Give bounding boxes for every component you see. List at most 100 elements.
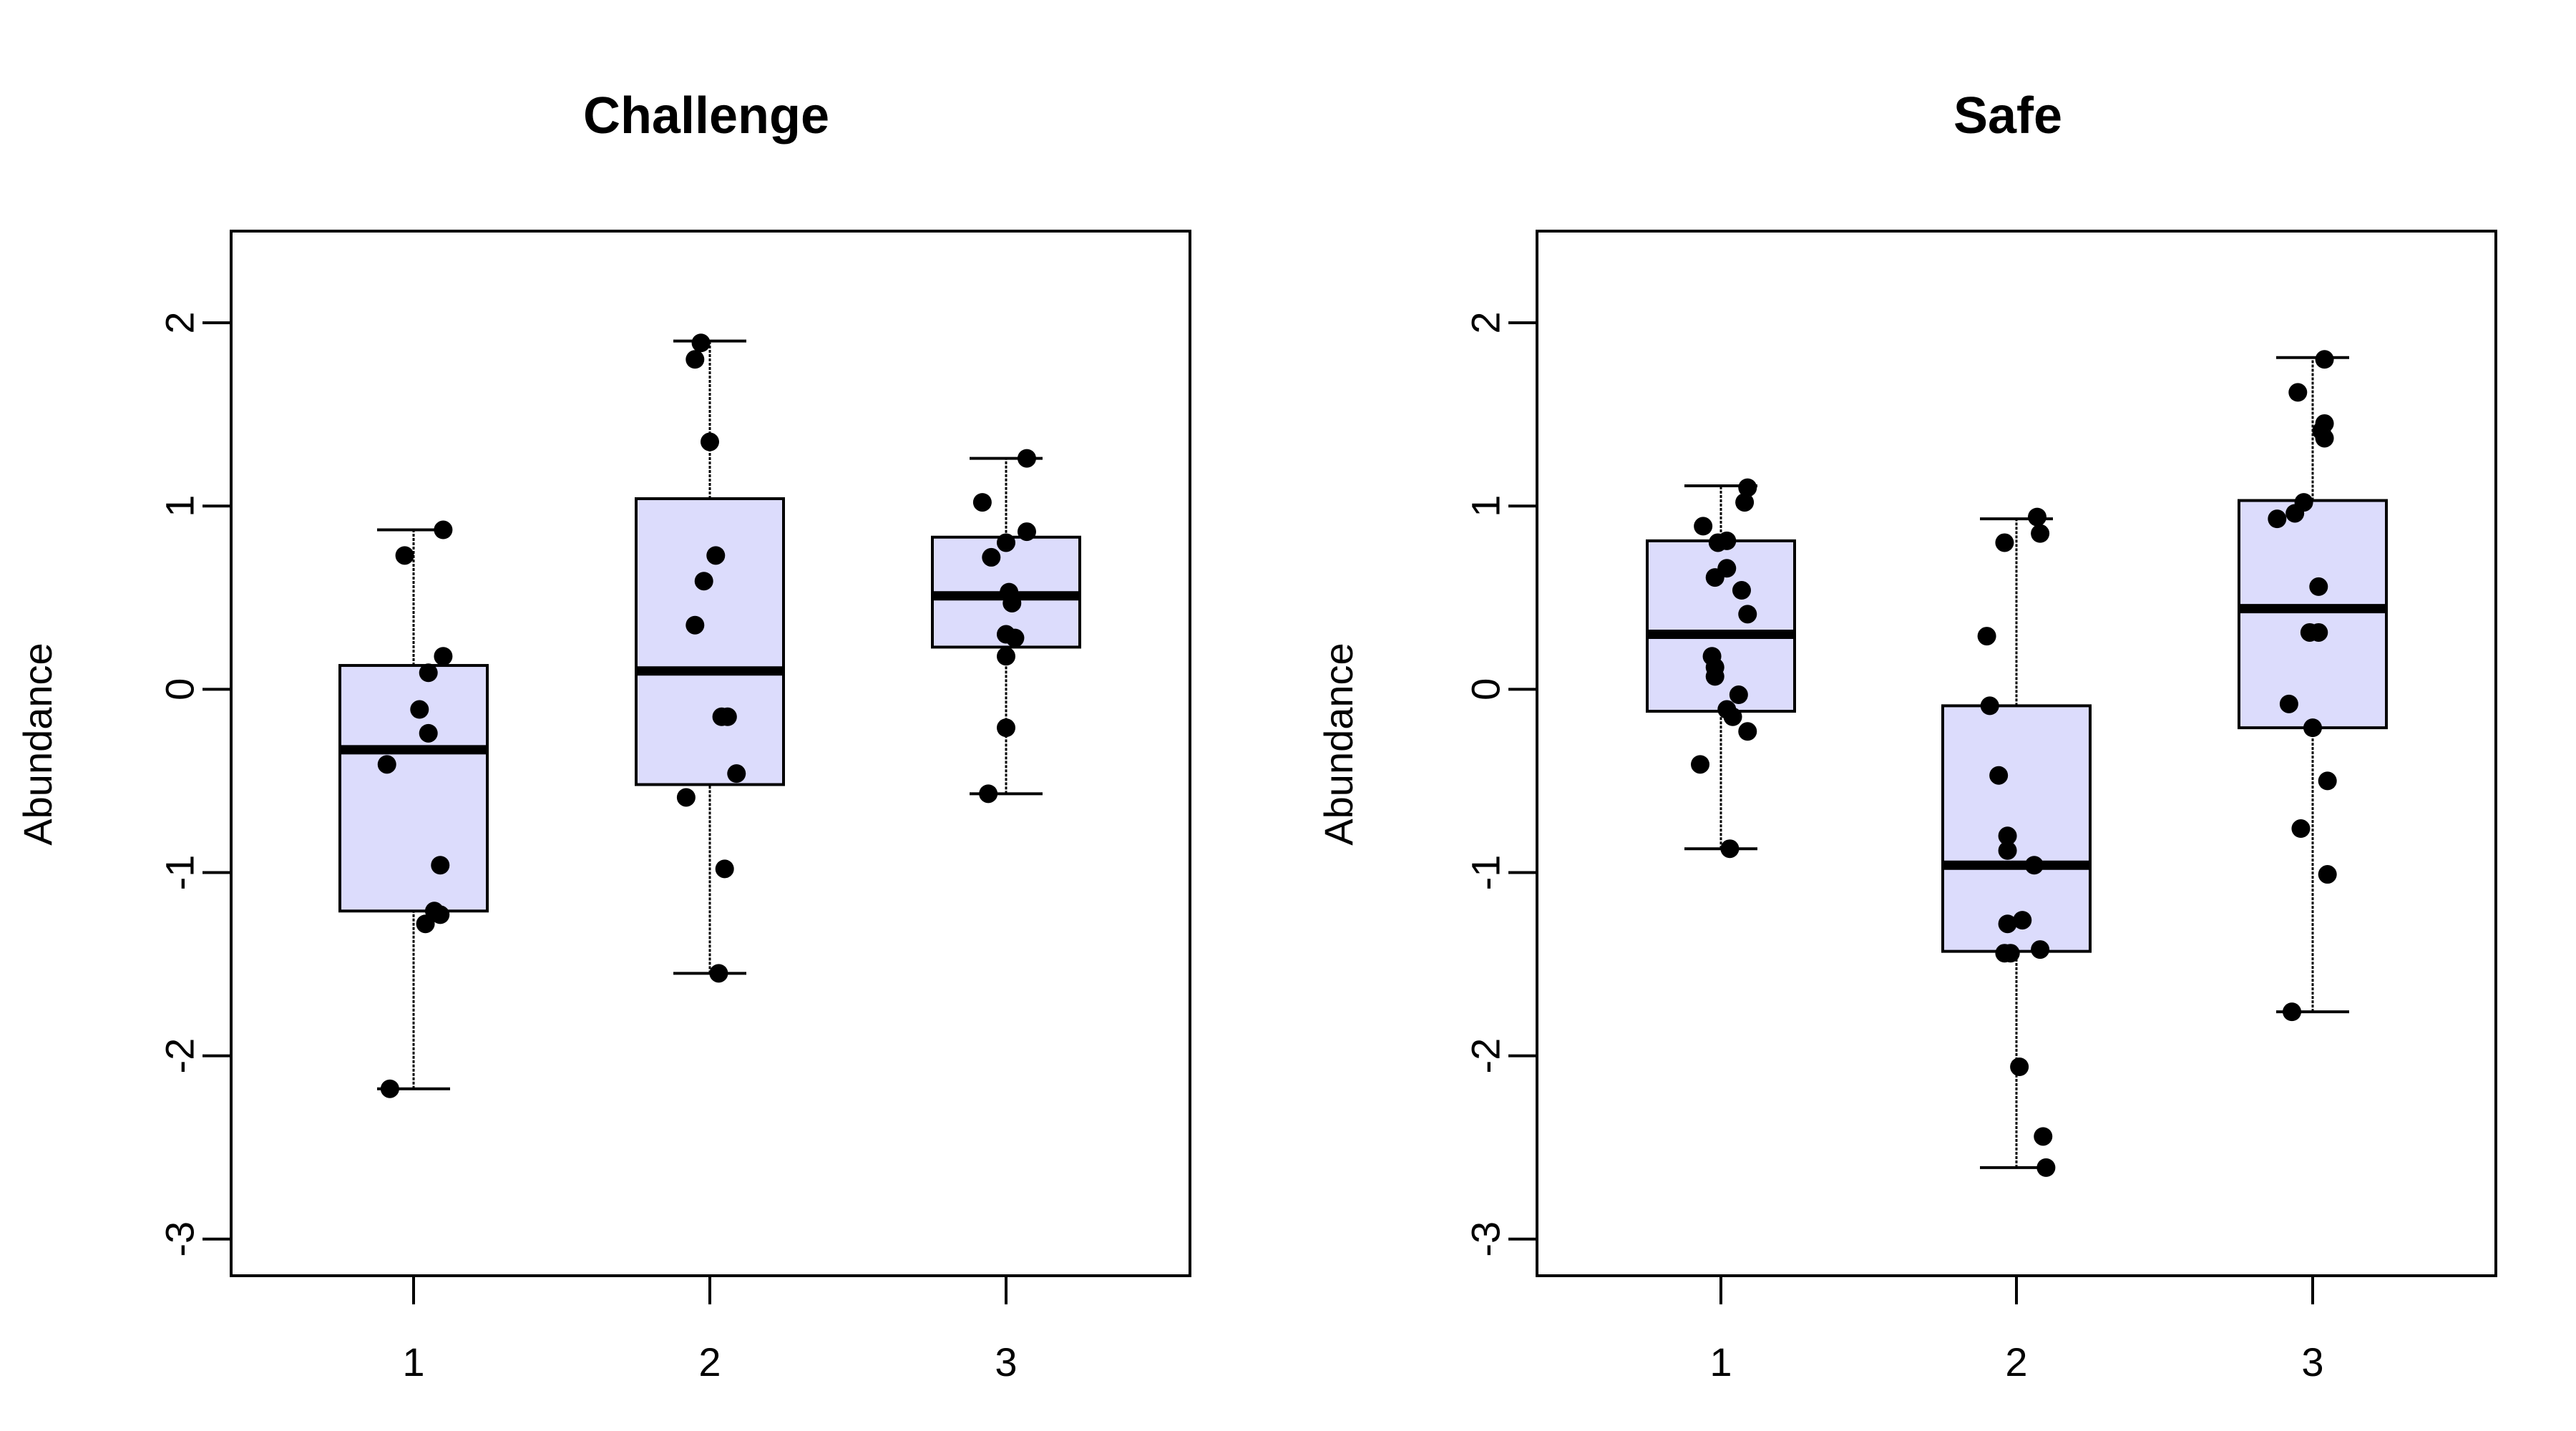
data-point (2309, 622, 2328, 642)
plot-marks: -3 -2 -1 0 1 2 1 2 3 (157, 230, 1191, 1384)
data-point (2034, 1127, 2053, 1146)
data-point (2027, 507, 2046, 527)
y-tick-label: 0 (157, 678, 203, 700)
data-point (1702, 647, 1722, 666)
data-point (2294, 493, 2313, 512)
box-body (1941, 704, 2092, 953)
data-point (718, 707, 737, 726)
data-point (686, 350, 705, 369)
data-point (686, 615, 705, 635)
data-point (1998, 841, 2017, 860)
data-point (2013, 911, 2032, 930)
data-point (2315, 414, 2334, 433)
data-point (1735, 493, 1755, 512)
data-point (706, 546, 726, 565)
data-point (1000, 582, 1019, 602)
data-point (1017, 522, 1036, 542)
data-point (1732, 581, 1751, 600)
data-point (1989, 766, 2009, 785)
data-point (2315, 350, 2334, 369)
data-point (1980, 696, 1999, 716)
y-axis-title: Abundance (15, 643, 60, 845)
data-point (982, 547, 1001, 567)
data-point (2036, 1158, 2056, 1177)
data-point (1720, 839, 1740, 859)
y-tick-label: 1 (1463, 495, 1508, 517)
data-point (997, 718, 1015, 738)
y-tick-label: -2 (157, 1038, 203, 1074)
y-tick-label: -2 (1463, 1038, 1508, 1074)
box-3 (2238, 356, 2388, 1014)
box-2 (1941, 517, 2092, 1169)
x-tick-label: 2 (2005, 1339, 2027, 1384)
data-point (2268, 509, 2287, 529)
data-point (1738, 605, 1757, 624)
data-point (377, 755, 396, 774)
data-point (434, 647, 453, 666)
data-point (979, 784, 998, 804)
data-point (701, 432, 719, 451)
data-point (2001, 944, 2020, 963)
data-point (434, 520, 453, 539)
data-point (997, 647, 1015, 666)
y-tick-label: -3 (1463, 1221, 1508, 1257)
panel-safe: Safe Abundance -3 -2 -1 0 1 2 1 2 3 (1316, 87, 2497, 1384)
y-axis-title: Abundance (1316, 643, 1361, 845)
data-point (2318, 865, 2337, 884)
data-point (2279, 694, 2298, 713)
data-point (431, 856, 450, 875)
data-point (410, 700, 429, 719)
panel-title: Challenge (583, 87, 829, 145)
data-point (2291, 819, 2311, 839)
data-point (1694, 517, 1713, 536)
plot-marks: -3 -2 -1 0 1 2 1 2 3 (1463, 230, 2497, 1384)
data-point (997, 533, 1015, 552)
data-point (676, 788, 696, 807)
data-point (1717, 700, 1737, 719)
y-tick-label: -3 (157, 1221, 203, 1257)
box-body (635, 497, 785, 786)
data-point (1998, 826, 2017, 846)
box-2 (635, 339, 785, 975)
data-point (727, 764, 746, 783)
panel-title: Safe (1953, 87, 2062, 145)
data-point (1738, 478, 1757, 497)
data-point (2024, 856, 2044, 875)
y-tick-label: 1 (157, 495, 203, 517)
x-tick-label: 1 (1709, 1339, 1732, 1384)
data-point (1005, 628, 1025, 648)
data-point (1995, 533, 2014, 552)
box-body (2238, 499, 2388, 730)
data-point (2303, 718, 2322, 738)
data-point (419, 663, 438, 683)
panel-challenge: Challenge Abundance -3 -2 -1 0 1 2 1 2 3 (15, 87, 1191, 1384)
data-point (709, 964, 728, 983)
data-point (419, 723, 438, 743)
data-point (715, 859, 734, 879)
data-point (395, 546, 414, 565)
data-point (691, 333, 711, 353)
data-point (2318, 771, 2337, 791)
y-tick-label: -1 (1463, 855, 1508, 891)
data-point (2010, 1058, 2029, 1076)
data-point (972, 493, 992, 512)
x-tick-label: 2 (698, 1339, 721, 1384)
y-tick-label: 2 (157, 311, 203, 333)
data-point (1729, 685, 1748, 705)
y-tick-label: -1 (157, 855, 203, 891)
data-point (380, 1079, 399, 1098)
x-tick-label: 3 (2301, 1339, 2323, 1384)
data-point (2031, 940, 2050, 959)
data-point (2288, 383, 2308, 402)
data-point (1017, 449, 1036, 468)
data-point (1998, 914, 2017, 934)
data-point (694, 572, 713, 591)
data-point (1738, 722, 1757, 741)
y-tick-label: 0 (1463, 678, 1508, 700)
data-point (1977, 627, 1996, 646)
data-point (431, 905, 450, 924)
data-point (2309, 577, 2328, 596)
x-tick-label: 1 (402, 1339, 424, 1384)
data-point (2031, 524, 2050, 543)
